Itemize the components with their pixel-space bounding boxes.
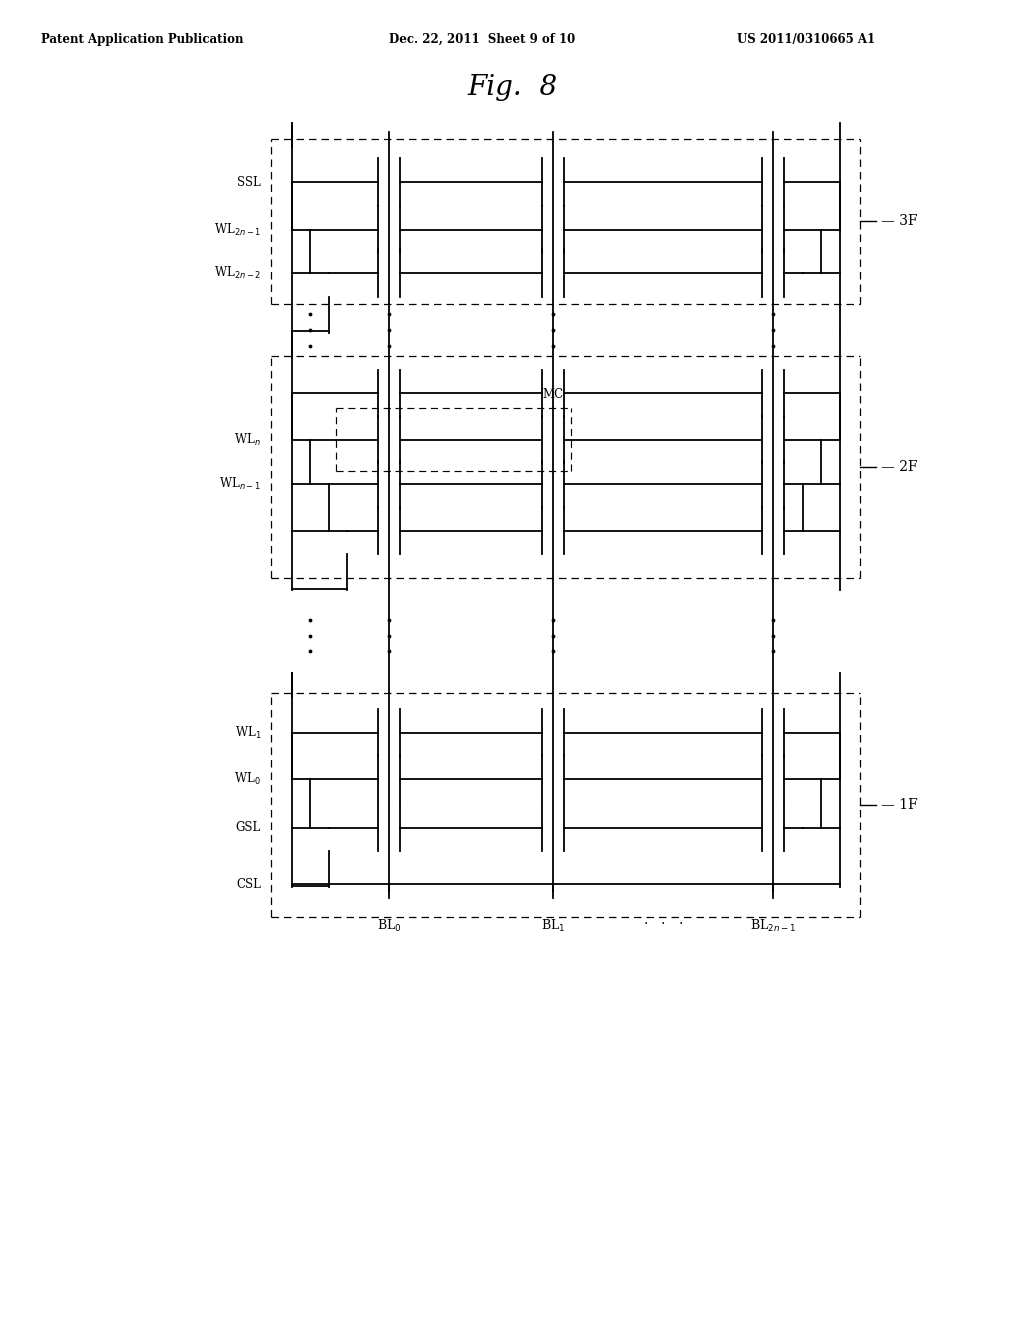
Text: WL$_{2n-1}$: WL$_{2n-1}$ [214,222,261,238]
Text: SSL: SSL [238,176,261,189]
Text: MC: MC [543,388,564,401]
Text: US 2011/0310665 A1: US 2011/0310665 A1 [737,33,876,46]
Text: WL$_{2n-2}$: WL$_{2n-2}$ [214,265,261,281]
Text: Patent Application Publication: Patent Application Publication [41,33,244,46]
Text: WL$_1$: WL$_1$ [234,725,261,741]
Text: WL$_{n-1}$: WL$_{n-1}$ [219,477,261,492]
Text: BL$_1$: BL$_1$ [541,917,565,933]
Text: BL$_0$: BL$_0$ [377,917,401,933]
Text: — 1F: — 1F [881,799,918,812]
Text: $\cdot$   $\cdot$   $\cdot$: $\cdot$ $\cdot$ $\cdot$ [643,917,683,932]
Text: BL$_{2n-1}$: BL$_{2n-1}$ [750,917,797,933]
Text: Fig.  8: Fig. 8 [467,74,557,100]
Text: Dec. 22, 2011  Sheet 9 of 10: Dec. 22, 2011 Sheet 9 of 10 [389,33,575,46]
Text: WL$_n$: WL$_n$ [234,432,261,447]
Text: — 3F: — 3F [881,214,918,228]
Text: CSL: CSL [237,878,261,891]
Text: WL$_0$: WL$_0$ [234,771,261,787]
Text: GSL: GSL [236,821,261,834]
Text: — 2F: — 2F [881,461,918,474]
